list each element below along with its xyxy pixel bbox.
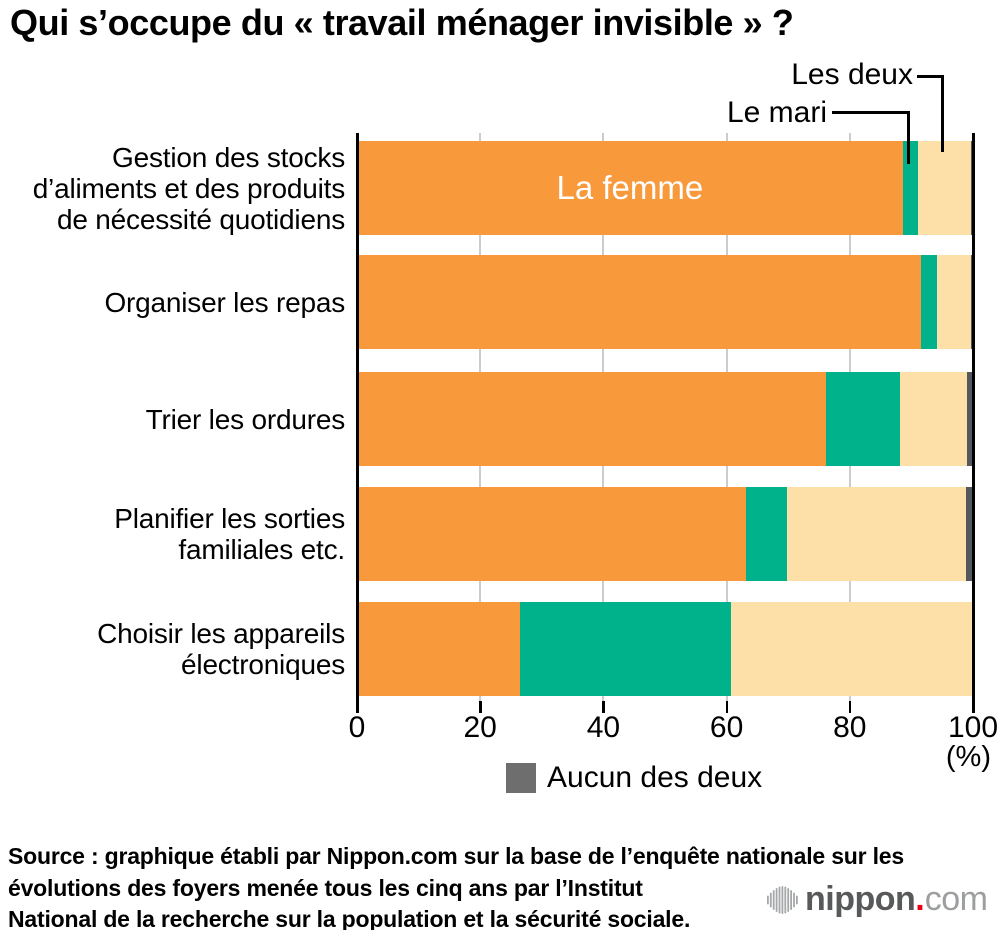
category-label-line: Organiser les repas <box>104 286 345 318</box>
bar-segment-les-deux <box>937 255 971 349</box>
category-label-line: familiales etc. <box>178 534 345 565</box>
source-line: évolutions des foyers menée tous les cin… <box>8 874 643 901</box>
logo-wordmark: nippon.com <box>805 880 988 919</box>
bar-segment-les-deux <box>786 487 967 581</box>
les-deux-connector-line <box>941 75 944 152</box>
category-label-line: Gestion des stocks <box>112 141 345 173</box>
bar-segment-la-femme <box>357 602 521 696</box>
logo-text-nippon: nippon <box>805 880 916 918</box>
category-label: Gestion des stocks d’aliments et des prod… <box>0 141 346 235</box>
le-mari-connector-line <box>907 111 910 164</box>
bar-row: La femme <box>357 141 973 235</box>
bar-segment-le-mari <box>826 372 900 466</box>
category-label: Trier les ordures <box>0 372 346 466</box>
axis-tick-label: 0 <box>348 711 366 744</box>
axis-tick <box>725 701 729 713</box>
bar-row <box>357 372 973 466</box>
bar-segment-aucun-des-deux <box>966 487 973 581</box>
x-axis-unit: (%) <box>945 741 991 773</box>
les-deux-connector-line <box>917 75 944 78</box>
legend-label: Aucun des deux <box>547 761 763 794</box>
axis-tick-label: 20 <box>463 711 497 744</box>
category-label-line: électroniques <box>181 649 345 680</box>
bar-row <box>357 255 973 349</box>
logo-dot: . <box>915 880 925 918</box>
category-label-line: Choisir les appareils <box>97 618 345 649</box>
nippon-logo: nippon.com <box>766 880 988 919</box>
annotation-les-deux: Les deux <box>791 58 913 91</box>
axis-tick-label: 100 <box>947 711 999 744</box>
category-label: Organiser les repas <box>0 255 345 349</box>
bar-segment-le-mari <box>745 487 787 581</box>
annotation-le-mari: Le mari <box>726 96 827 129</box>
y-axis-line <box>356 133 359 701</box>
bar-row <box>357 487 973 581</box>
bar-segment-le-mari <box>902 141 919 235</box>
bar-segment-le-mari <box>920 255 938 349</box>
chart-title: Qui s’occupe du « travail ménager invisi… <box>10 2 794 43</box>
bar-segment-la-femme <box>357 255 921 349</box>
legend: Aucun des deux <box>506 761 762 795</box>
bar-segment-la-femme <box>357 141 903 235</box>
axis-tick-label: 40 <box>586 711 621 744</box>
axis-tick-label: 80 <box>833 711 867 744</box>
plot-area: (%) 0 20 40 60 80 100 La femme <box>349 133 998 773</box>
bar-segment-la-femme <box>357 372 827 466</box>
bar-segment-les-deux <box>918 141 971 235</box>
category-label-line: de nécessité quotidiens <box>56 203 345 235</box>
bar-segment-les-deux <box>899 372 968 466</box>
category-label: Planifier les sorties familiales etc. <box>0 487 345 581</box>
category-label-line: d’aliments et des produits <box>32 172 346 204</box>
axis-tick <box>479 701 482 713</box>
axis-tick <box>972 701 975 713</box>
category-label-line: Trier les ordures <box>145 403 346 435</box>
category-label-line: Planifier les sorties <box>114 503 345 534</box>
bar-segment-le-mari <box>520 602 731 696</box>
bar-segment-les-deux <box>730 602 973 696</box>
legend-swatch-aucun-des-deux <box>506 763 536 793</box>
axis-tick <box>602 701 605 713</box>
le-mari-connector-line <box>832 111 910 114</box>
axis-tick <box>848 701 852 713</box>
source-text: Source : graphique établi par Nippon.com… <box>8 841 904 930</box>
bar-segment-la-femme <box>357 487 746 581</box>
la-femme-in-bar-label: La femme <box>556 169 704 206</box>
category-labels: Gestion des stocks d’aliments et des prod… <box>0 133 346 701</box>
axis-line-100 <box>971 133 975 701</box>
source-line: National de la recherche sur la populati… <box>8 906 691 930</box>
bar-segment-aucun-des-deux <box>967 372 973 466</box>
category-label: Choisir les appareils électroniques <box>0 602 345 696</box>
soundwave-icon <box>767 885 798 914</box>
axis-tick-label: 60 <box>709 711 744 744</box>
source-line: Source : graphique établi par Nippon.com… <box>8 843 904 869</box>
logo-text-com: com <box>924 880 988 918</box>
bar-row <box>357 602 973 696</box>
axis-tick <box>356 701 359 713</box>
